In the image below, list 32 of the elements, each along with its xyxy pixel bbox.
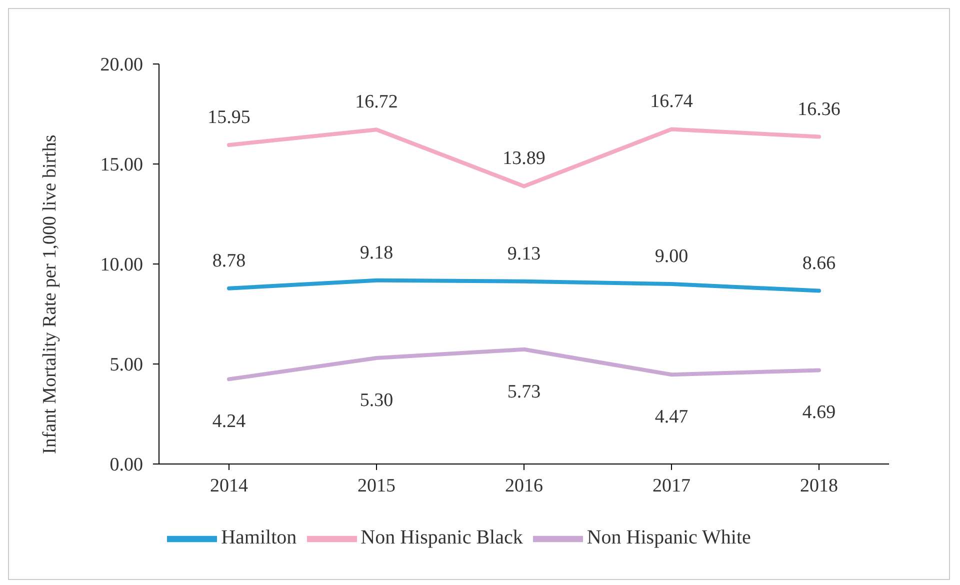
legend-label: Non Hispanic White — [586, 526, 751, 549]
data-label: 16.72 — [355, 92, 398, 113]
y-tick-label: 20.00 — [100, 54, 143, 76]
y-tick-label: 5.00 — [110, 354, 143, 376]
data-label: 15.95 — [208, 107, 250, 128]
legend-label: Non Hispanic Black — [360, 526, 523, 549]
x-tick-label: 2018 — [800, 475, 838, 496]
data-label: 8.66 — [802, 252, 836, 274]
data-label: 9.00 — [654, 246, 688, 267]
data-label: 5.30 — [360, 390, 394, 411]
data-label: 5.73 — [507, 381, 541, 402]
y-tick-label: 15.00 — [100, 154, 143, 176]
data-label: 4.69 — [802, 402, 836, 424]
line-series — [227, 347, 821, 382]
x-tick-label: 2015 — [358, 475, 396, 496]
line-series — [227, 127, 821, 188]
data-label: 4.47 — [654, 406, 688, 428]
data-label: 9.13 — [507, 243, 541, 264]
data-label: 16.74 — [650, 91, 694, 112]
line-series — [227, 278, 821, 293]
x-tick-label: 2017 — [652, 475, 690, 496]
y-tick-label: 10.00 — [100, 254, 143, 276]
data-label: 4.24 — [212, 411, 246, 432]
legend-label: Hamilton — [221, 526, 297, 549]
x-tick-label: 2014 — [210, 475, 248, 496]
data-label: 16.36 — [798, 98, 840, 120]
data-label: 13.89 — [502, 148, 546, 170]
y-axis-title: Infant Mortality Rate per 1,000 live births — [40, 134, 61, 454]
x-tick-label: 2016 — [505, 475, 543, 496]
data-label: 8.78 — [212, 250, 246, 272]
y-tick-label: 0.00 — [110, 454, 143, 476]
data-label: 9.18 — [360, 242, 394, 264]
